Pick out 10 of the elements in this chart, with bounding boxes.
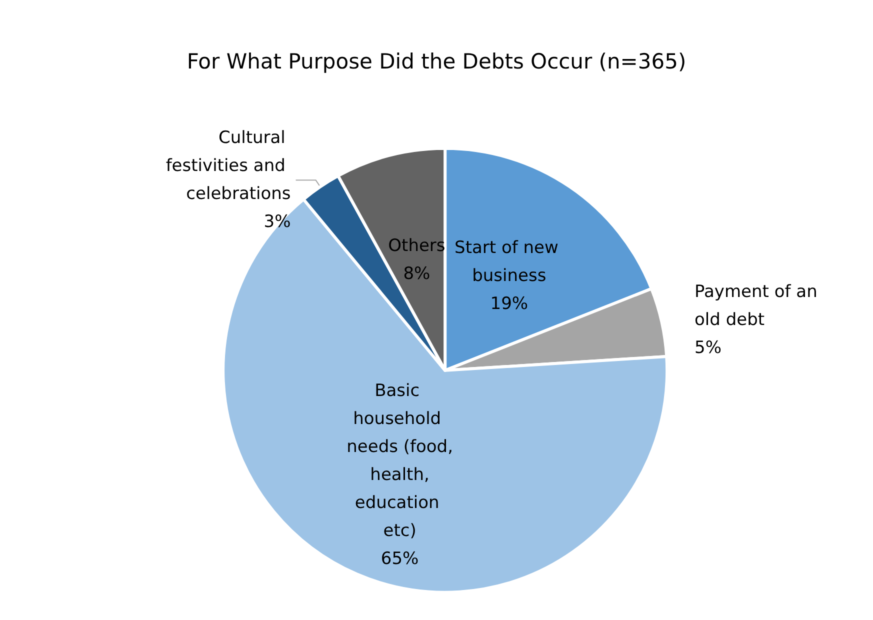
data-label: 19%: [490, 294, 528, 314]
slice-label: Start of new business: [454, 238, 564, 286]
chart-title: For What Purpose Did the Debts Occur (n=365): [186, 50, 686, 74]
data-label: 65%: [380, 549, 419, 570]
slice-label: Payment of an old debt: [694, 282, 823, 330]
data-label: 3%: [264, 212, 291, 232]
data-label: 8%: [403, 264, 430, 284]
slice-label: Cultural festivities and celebrations: [166, 128, 291, 204]
data-label: 5%: [694, 338, 722, 358]
slice-label: Basic household needs (food, health, education etc): [346, 381, 453, 542]
